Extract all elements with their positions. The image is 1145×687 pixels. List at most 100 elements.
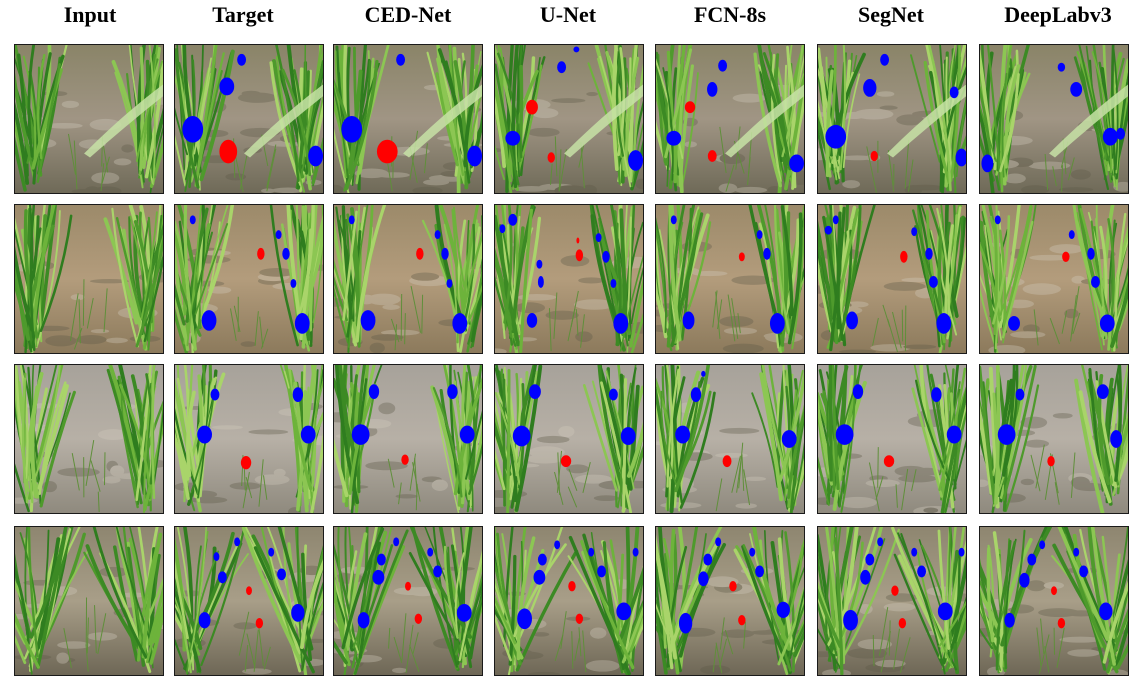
crop-blob	[917, 565, 927, 578]
field-image	[495, 205, 643, 353]
col-header-target: Target	[212, 2, 274, 27]
weed-blob	[526, 99, 538, 115]
field-image	[980, 365, 1128, 513]
crop-blob	[666, 130, 682, 146]
crop-blob	[446, 279, 453, 288]
crop-blob	[393, 537, 400, 547]
crop-blob	[452, 313, 468, 334]
image-cell-ced-net	[333, 204, 483, 354]
weed-blob	[401, 454, 409, 465]
image-cell-segnet	[817, 204, 967, 354]
crop-blob	[219, 77, 235, 96]
crop-blob	[357, 612, 370, 629]
crop-blob	[557, 61, 567, 74]
weed-blob	[576, 237, 580, 244]
crop-blob	[1087, 247, 1095, 260]
weed-blob	[255, 618, 264, 629]
weed-blob	[738, 252, 745, 262]
crop-blob	[1110, 430, 1123, 448]
crop-blob	[197, 425, 212, 444]
image-cell-fcn-8s	[655, 526, 805, 676]
crop-blob	[1116, 127, 1126, 140]
field-image	[495, 527, 643, 675]
crop-blob	[1004, 612, 1015, 628]
crop-blob	[526, 313, 538, 328]
crop-blob	[936, 313, 952, 334]
crop-blob	[756, 230, 763, 240]
field-image	[334, 45, 482, 193]
crop-blob	[376, 553, 386, 566]
crop-blob	[955, 148, 966, 167]
crop-blob	[447, 384, 458, 400]
crop-blob	[217, 571, 227, 584]
crop-blob	[536, 259, 543, 269]
weed-blob	[1047, 456, 1055, 467]
crop-blob	[715, 537, 722, 547]
crop-blob	[213, 552, 220, 562]
field-image	[980, 527, 1128, 675]
crop-blob	[675, 425, 691, 444]
crop-blob	[182, 116, 204, 143]
crop-blob	[946, 425, 962, 444]
bright-leaf	[725, 84, 804, 158]
crop-blob	[268, 547, 275, 557]
field-image	[818, 365, 966, 513]
field-image	[175, 365, 323, 513]
image-cell-input	[14, 526, 164, 676]
image-cell-deeplabv3	[979, 44, 1129, 194]
crop-blob	[670, 215, 677, 225]
crop-blob	[1039, 540, 1046, 550]
bright-leaf	[403, 84, 482, 158]
crop-blob	[690, 387, 702, 402]
image-cell-target	[174, 44, 324, 194]
bright-leaf	[244, 84, 323, 158]
weed-blob	[560, 455, 572, 468]
crop-blob	[372, 569, 385, 585]
crop-blob	[718, 59, 728, 72]
weed-blob	[1057, 618, 1066, 629]
field-image	[656, 205, 804, 353]
crop-blob	[931, 387, 942, 402]
field-image	[818, 205, 966, 353]
col-header-u-net: U-Net	[539, 2, 597, 27]
crop-blob	[291, 603, 305, 622]
crop-blob	[290, 279, 297, 288]
crop-blob	[994, 215, 1001, 225]
weed-blob	[870, 150, 878, 162]
image-cell-deeplabv3	[979, 204, 1129, 354]
crop-blob	[508, 213, 518, 226]
crop-blob	[198, 612, 211, 629]
rice-plants	[818, 205, 966, 353]
crop-blob	[294, 313, 310, 334]
rice-plants	[818, 365, 966, 513]
rice-plants	[334, 205, 482, 353]
image-cell-segnet	[817, 44, 967, 194]
image-cell-target	[174, 204, 324, 354]
crop-blob	[877, 537, 884, 547]
crop-blob	[613, 313, 629, 334]
weed-blob	[240, 456, 252, 470]
crop-blob	[434, 230, 441, 240]
crop-blob	[210, 388, 220, 401]
field-image	[980, 205, 1128, 353]
crop-blob	[396, 53, 406, 66]
crop-blob	[554, 540, 561, 550]
weed-blob	[246, 586, 252, 596]
image-cell-input	[14, 364, 164, 514]
weed-blob	[707, 150, 717, 162]
rice-plants	[15, 527, 163, 675]
crop-blob	[929, 276, 938, 288]
image-cell-u-net	[494, 44, 644, 194]
crop-blob	[616, 602, 632, 621]
field-image	[495, 365, 643, 513]
weed-blob	[738, 615, 746, 626]
crop-blob	[835, 424, 854, 445]
crop-blob	[628, 150, 643, 171]
crop-blob	[433, 565, 443, 578]
crop-blob	[1102, 127, 1118, 146]
field-image	[175, 527, 323, 675]
image-cell-deeplabv3	[979, 364, 1129, 514]
crop-blob	[701, 370, 706, 377]
crop-blob	[852, 384, 864, 400]
rice-plants	[334, 527, 482, 675]
